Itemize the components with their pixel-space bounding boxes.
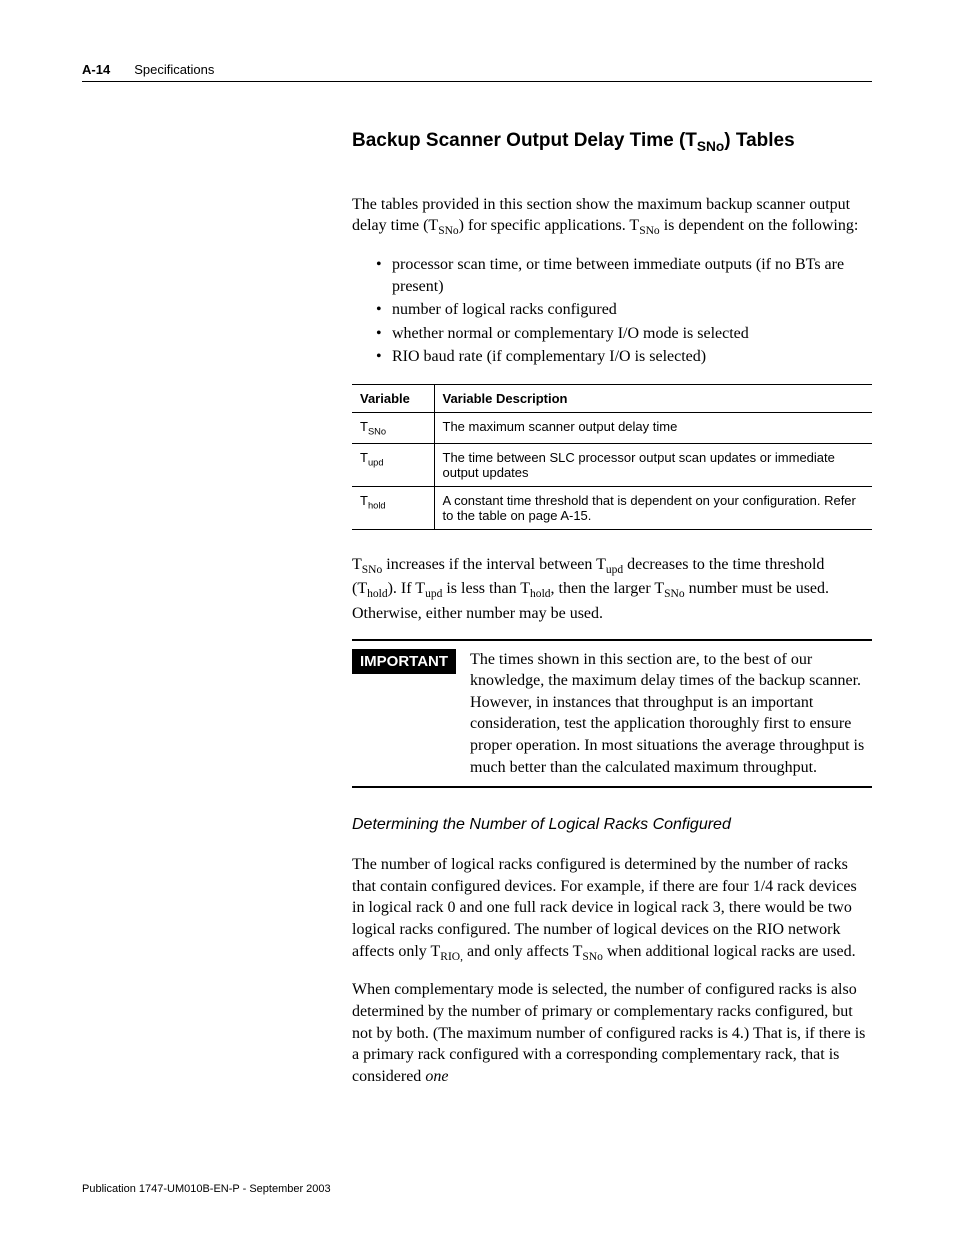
intro-sub1: SNo	[438, 226, 458, 238]
table-cell-variable: TSNo	[352, 413, 434, 444]
var-sub: SNo	[368, 427, 386, 437]
p2-s2: upd	[606, 564, 623, 576]
important-text: The times shown in this section are, to …	[470, 649, 872, 779]
p2-s1: SNo	[362, 564, 382, 576]
table-header-variable: Variable	[352, 385, 434, 413]
p3-s2: SNo	[582, 951, 602, 963]
intro-paragraph: The tables provided in this section show…	[352, 194, 872, 240]
var-pre: T	[360, 450, 368, 465]
paragraph-4: When complementary mode is selected, the…	[352, 979, 872, 1087]
table-row: TSNo The maximum scanner output delay ti…	[352, 413, 872, 444]
p2-t4: ). If T	[388, 580, 425, 597]
table-cell-description: The time between SLC processor output sc…	[434, 443, 872, 486]
intro-post: is dependent on the following:	[660, 217, 859, 234]
var-pre: T	[360, 493, 368, 508]
paragraph-3: The number of logical racks configured i…	[352, 854, 872, 965]
page-header: A-14 Specifications	[82, 62, 872, 82]
intro-sub2: SNo	[639, 226, 659, 238]
section-title: Backup Scanner Output Delay Time (TSNo) …	[352, 130, 872, 154]
p3-s1: RIO,	[440, 951, 463, 963]
p2-s6: SNo	[664, 589, 684, 601]
p4-em: one	[425, 1068, 448, 1085]
table-cell-variable: Tupd	[352, 443, 434, 486]
paragraph-2: TSNo increases if the interval between T…	[352, 554, 872, 625]
important-badge: IMPORTANT	[352, 649, 456, 674]
chapter-name: Specifications	[134, 62, 214, 77]
title-pre: Backup Scanner Output Delay Time (T	[352, 130, 697, 151]
table-row: Thold A constant time threshold that is …	[352, 486, 872, 529]
p2-s5: hold	[530, 589, 550, 601]
p2-t1: T	[352, 556, 362, 573]
important-callout: IMPORTANT The times shown in this sectio…	[352, 639, 872, 789]
p3-t2: and only affects T	[463, 943, 582, 960]
list-item: RIO baud rate (if complementary I/O is s…	[376, 346, 872, 368]
table-cell-description: The maximum scanner output delay time	[434, 413, 872, 444]
bullet-list: processor scan time, or time between imm…	[376, 254, 872, 368]
p2-t5: is less than T	[442, 580, 530, 597]
p2-s3: hold	[367, 589, 387, 601]
table-cell-variable: Thold	[352, 486, 434, 529]
list-item: whether normal or complementary I/O mode…	[376, 323, 872, 345]
intro-mid: ) for specific applications. T	[459, 217, 640, 234]
table-row: Tupd The time between SLC processor outp…	[352, 443, 872, 486]
page-number: A-14	[82, 62, 110, 77]
variable-table: Variable Variable Description TSNo The m…	[352, 384, 872, 530]
title-post: ) Tables	[724, 130, 794, 151]
table-header-description: Variable Description	[434, 385, 872, 413]
var-sub: upd	[368, 457, 384, 467]
subsection-heading: Determining the Number of Logical Racks …	[352, 816, 872, 834]
p2-s4: upd	[425, 589, 442, 601]
p2-t6: , then the larger T	[551, 580, 665, 597]
title-sub: SNo	[697, 139, 724, 154]
var-pre: T	[360, 419, 368, 434]
page-footer: Publication 1747-UM010B-EN-P - September…	[82, 1183, 331, 1195]
p3-t3: when additional logical racks are used.	[603, 943, 856, 960]
list-item: processor scan time, or time between imm…	[376, 254, 872, 297]
content-area: Backup Scanner Output Delay Time (TSNo) …	[352, 130, 872, 1087]
p2-t2: increases if the interval between T	[382, 556, 606, 573]
table-cell-description: A constant time threshold that is depend…	[434, 486, 872, 529]
list-item: number of logical racks configured	[376, 299, 872, 321]
var-sub: hold	[368, 500, 386, 510]
